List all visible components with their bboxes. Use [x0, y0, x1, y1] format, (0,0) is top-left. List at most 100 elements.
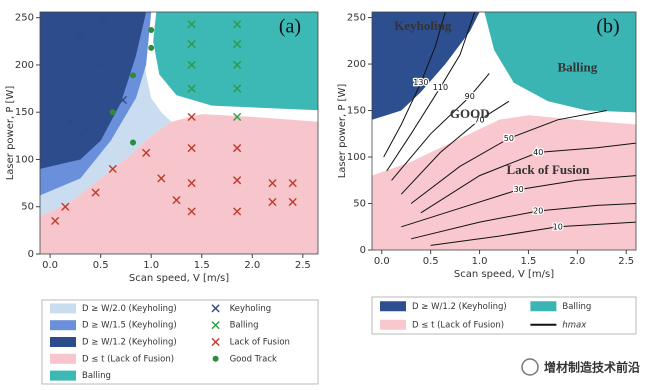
- marker: [187, 207, 196, 216]
- contour-line: [430, 221, 636, 246]
- legend-swatch: [50, 353, 76, 364]
- marker: [268, 197, 277, 207]
- contour-label: 30: [514, 185, 524, 194]
- legend-label: D ≥ W/1.5 (Keyholing): [82, 321, 177, 331]
- legend-swatch: [50, 303, 76, 314]
- y-tick-label: 250: [15, 13, 34, 24]
- x-tick-label: 0.5: [423, 256, 439, 267]
- x-tick-label: 2.0: [569, 256, 585, 267]
- x-tick-label: 1.5: [194, 260, 210, 271]
- x-tick-label: 2.0: [244, 260, 260, 271]
- x-tick-label: 1.0: [472, 256, 488, 267]
- marker: [148, 26, 155, 33]
- y-tick-label: 50: [21, 202, 34, 213]
- axes-frame: [371, 11, 637, 251]
- axes-frame: [39, 11, 319, 255]
- legend-swatch: [50, 320, 76, 331]
- marker: [288, 179, 297, 188]
- x-tick-label: 2.5: [295, 260, 311, 271]
- legend-label: D ≥ W/1.2 (Keyholing): [412, 302, 507, 312]
- x-axis-title: Scan speed, V [m/s]: [129, 273, 229, 284]
- y-axis-title: Laser power, P [W]: [337, 84, 348, 179]
- watermark-icon: [521, 358, 539, 376]
- region-label: Balling: [557, 60, 597, 75]
- marker: [118, 95, 127, 105]
- region: [372, 115, 636, 250]
- marker: [233, 84, 242, 93]
- region-label: Lack of Fusion: [506, 162, 590, 177]
- contour-line: [400, 100, 510, 195]
- legend-label: Balling: [82, 371, 111, 381]
- marker: [76, 32, 85, 41]
- marker: [172, 196, 181, 205]
- y-axis-title: Laser power, P [W]: [5, 86, 16, 181]
- marker: [142, 148, 151, 157]
- legend-box: [41, 299, 319, 385]
- contour-label: 10: [553, 222, 563, 231]
- x-tick-label: 0.5: [93, 260, 109, 271]
- contour-line: [410, 110, 607, 204]
- x-axis-title: Scan speed, V [m/s]: [454, 269, 554, 280]
- x-tick-label: 2.5: [618, 256, 634, 267]
- contour-line: [401, 175, 636, 228]
- marker: [268, 179, 277, 188]
- legend-label: D ≥ W/1.2 (Keyholing): [82, 338, 177, 348]
- x-tick-label: 1.0: [143, 260, 159, 271]
- region: [40, 114, 318, 254]
- legend-box: [371, 296, 637, 335]
- y-tick-label: 150: [15, 107, 34, 118]
- marker: [288, 197, 297, 207]
- legend-label: D ≤ t (Lack of Fusion): [412, 320, 504, 330]
- plot-area: 130 110 90 70 50 40 30 20 10: [372, 12, 636, 250]
- legend-marker: [211, 321, 220, 330]
- panel: 0.0 0.5 1.0 1.5 2.0 2.5 0 50 100 150 200 250 Scan sp…: [5, 11, 319, 385]
- legend-marker: [211, 304, 220, 313]
- contour-line: [410, 203, 636, 240]
- marker: [93, 60, 102, 70]
- marker: [187, 84, 196, 93]
- marker: [109, 109, 116, 116]
- legend: D ≥ W/1.2 (Keyholing) D ≤ t (Lack of Fusi…: [371, 296, 637, 335]
- legend-label: Keyholing: [230, 304, 272, 314]
- marker: [233, 112, 242, 122]
- marker: [157, 174, 166, 183]
- y-tick-label: 0: [360, 245, 366, 256]
- contour-line: [383, 12, 446, 158]
- legend-label: hmax: [562, 320, 587, 330]
- x-tick-label: 1.5: [520, 256, 536, 267]
- legend-label: Balling: [562, 302, 591, 312]
- y-tick-label: 250: [347, 13, 366, 24]
- contour-line: [420, 142, 636, 214]
- marker: [130, 72, 137, 79]
- legend-label: D ≤ t (Lack of Fusion): [82, 354, 174, 364]
- legend-label: Balling: [230, 321, 259, 331]
- contour-line: [386, 12, 476, 172]
- marker: [233, 176, 242, 185]
- legend-swatch: [50, 370, 76, 381]
- marker: [82, 125, 91, 134]
- marker: [233, 40, 242, 49]
- region: [484, 12, 636, 113]
- contour-label: 110: [433, 83, 448, 92]
- region: [40, 12, 147, 169]
- marker: [91, 188, 100, 197]
- marker: [148, 44, 155, 51]
- marker: [108, 76, 117, 86]
- marker: [187, 20, 196, 29]
- y-tick-label: 50: [353, 199, 366, 210]
- contour-label: 70: [474, 115, 484, 124]
- y-tick-label: 150: [347, 106, 366, 117]
- legend: D ≥ W/2.0 (Keyholing) D ≥ W/1.5 (Keyholin…: [41, 299, 319, 385]
- marker: [51, 216, 60, 226]
- marker: [187, 112, 196, 122]
- legend-label: Lack of Fusion: [230, 338, 290, 348]
- y-tick-label: 0: [28, 249, 34, 260]
- legend-marker: [211, 337, 220, 347]
- legend-swatch: [380, 301, 406, 312]
- x-tick-label: 0.0: [42, 260, 58, 271]
- contour-label: 20: [533, 206, 543, 215]
- contour-line: [391, 73, 490, 181]
- marker: [61, 202, 70, 211]
- y-tick-label: 200: [347, 59, 366, 70]
